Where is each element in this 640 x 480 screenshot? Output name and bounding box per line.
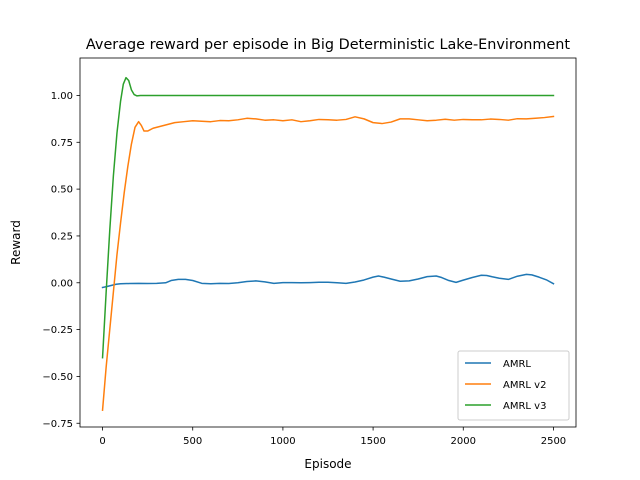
- x-axis-ticks: 0 500 1000 1500 2000 2500: [99, 427, 566, 447]
- y-tick-label: −0.75: [42, 419, 73, 430]
- y-tick-label: 0.50: [51, 185, 73, 196]
- y-tick-label: 1.00: [51, 91, 73, 102]
- series-line-1: [101, 115, 555, 411]
- plot-area-frame: [79, 57, 577, 428]
- legend: AMRL AMRL v2 AMRL v3: [457, 350, 570, 421]
- x-axis-label: Episode: [304, 457, 351, 471]
- chart-title: Average reward per episode in Big Determ…: [86, 37, 570, 53]
- y-tick-label: 0.75: [51, 138, 73, 149]
- y-tick-label: −0.25: [42, 325, 73, 336]
- x-tick-label: 2000: [451, 436, 476, 447]
- series-layer: [101, 76, 555, 411]
- y-tick-label: 0.00: [51, 278, 73, 289]
- y-tick-label: −0.50: [42, 372, 73, 383]
- x-tick-label: 1500: [360, 436, 385, 447]
- x-tick-label: 1000: [270, 436, 295, 447]
- legend-label-2: AMRL v3: [503, 401, 546, 412]
- series-line-2: [101, 76, 555, 359]
- x-tick-label: 2500: [541, 436, 566, 447]
- x-tick-label: 0: [99, 436, 105, 447]
- series-line-0: [101, 273, 555, 289]
- legend-box: [457, 350, 570, 421]
- legend-label-1: AMRL v2: [503, 380, 546, 391]
- y-axis-ticks: −0.75 −0.50 −0.25 0.00 0.25 0.50 0.75 1.00: [42, 91, 80, 430]
- legend-label-0: AMRL: [503, 359, 531, 370]
- x-tick-label: 500: [183, 436, 202, 447]
- y-axis-label: Reward: [9, 220, 23, 265]
- y-tick-label: 0.25: [51, 232, 73, 243]
